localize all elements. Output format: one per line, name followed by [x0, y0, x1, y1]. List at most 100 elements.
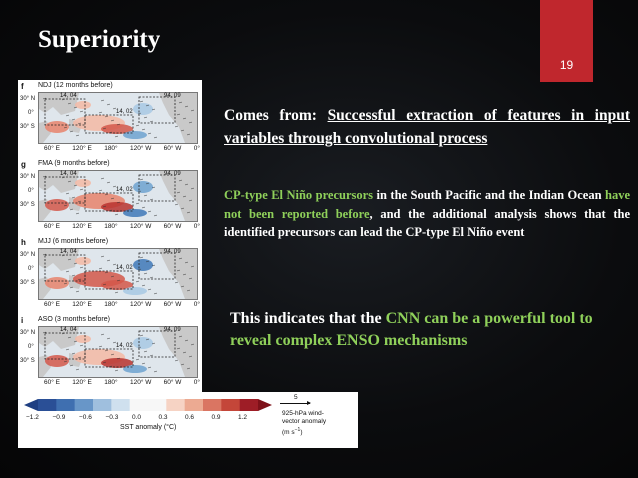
- wind-arrow: [106, 103, 111, 106]
- wind-arrow: [42, 253, 47, 256]
- wind-arrow: [108, 131, 113, 134]
- anomaly-blob: [123, 365, 147, 373]
- wind-arrow: [71, 274, 76, 277]
- wind-arrow: [186, 367, 191, 370]
- longitude-label: 60° W: [163, 223, 182, 230]
- precursor-box: [84, 348, 134, 368]
- wind-arrow: [102, 205, 107, 208]
- wind-arrow: [147, 366, 152, 369]
- wind-arrow: [108, 287, 113, 290]
- box-label: 14, 04: [60, 249, 77, 255]
- wind-arrow: [137, 112, 142, 115]
- wind-arrow: [77, 356, 82, 359]
- wind-arrow: [151, 342, 156, 345]
- conclusion-green: CNN can be a powerful tool to reveal com…: [230, 310, 593, 349]
- longitude-labels: 60° E 120° E 180° 120° W 60° W 0°: [44, 301, 200, 308]
- longitude-label: 60° E: [44, 379, 60, 386]
- longitude-label: 120° E: [72, 301, 92, 308]
- precursor-box: [138, 174, 176, 202]
- wind-arrow: [67, 102, 72, 105]
- land-mass: [159, 249, 197, 299]
- wind-label-line: (m s−1): [282, 426, 326, 437]
- wind-arrow: [176, 191, 181, 194]
- wind-arrow: [137, 190, 142, 193]
- longitude-label: 0°: [193, 379, 200, 386]
- wind-arrow: [65, 348, 70, 351]
- wind-arrow: [182, 351, 187, 354]
- colorbar-segment: [111, 399, 130, 411]
- wind-arrow: [61, 254, 66, 257]
- wind-arrow: [186, 133, 191, 136]
- precursor-green-1: CP-type El Niño precursors: [224, 188, 374, 202]
- wind-arrow: [145, 104, 150, 107]
- wind-arrow: [112, 107, 117, 110]
- longitude-label: 120° E: [72, 379, 92, 386]
- box-label: 14, 04: [60, 93, 77, 99]
- box-label: 94, 09: [164, 249, 181, 255]
- arrow-head-icon: [307, 401, 311, 405]
- anomaly-blob: [133, 181, 153, 193]
- sst-map: [38, 248, 198, 300]
- wind-arrow: [104, 349, 109, 352]
- wind-arrow: [186, 211, 191, 214]
- figure-panel-i: i ASO (3 months before) 30° N 0° 30° S 14, 04…: [18, 316, 202, 394]
- land-mass: [159, 171, 197, 221]
- colorbar-segment: [148, 399, 167, 411]
- wind-arrow: [63, 360, 68, 363]
- wind-arrow: [147, 132, 152, 135]
- wind-arrow: [108, 209, 113, 212]
- longitude-label: 0°: [193, 145, 200, 152]
- land-mass: [39, 93, 79, 115]
- wind-arrow: [42, 331, 47, 334]
- latitude-label: 0°: [28, 344, 34, 350]
- wind-arrow: [42, 97, 47, 100]
- wind-arrow: [112, 263, 117, 266]
- wind-unit-exponent: −1: [294, 427, 301, 433]
- longitude-label: 120° W: [129, 145, 152, 152]
- wind-arrow: [186, 289, 191, 292]
- wind-arrow: [75, 368, 80, 371]
- sst-map: [38, 326, 198, 378]
- latitude-label: 30° S: [20, 124, 35, 130]
- wind-unit: (m s: [282, 429, 295, 437]
- wind-arrow: [151, 108, 156, 111]
- colorbar-segment: [166, 399, 185, 411]
- wind-arrow: [61, 176, 66, 179]
- panel-letter: h: [21, 238, 26, 247]
- wind-arrow: [190, 109, 195, 112]
- anomaly-blob: [123, 131, 147, 139]
- longitude-label: 60° W: [163, 145, 182, 152]
- wind-arrow: [180, 129, 185, 132]
- wind-arrow: [71, 352, 76, 355]
- wind-arrow: [63, 204, 68, 207]
- wind-arrow: [71, 118, 76, 121]
- wind-arrow: [75, 212, 80, 215]
- wind-arrow: [98, 189, 103, 192]
- wind-arrow: [108, 365, 113, 368]
- colorbar-segment: [221, 399, 240, 411]
- box-label: 14, 04: [60, 171, 77, 177]
- wind-arrow: [143, 272, 148, 275]
- wind-arrow: [143, 116, 148, 119]
- wind-arrow: [65, 270, 70, 273]
- wind-arrow: [63, 126, 68, 129]
- wind-arrow: [178, 101, 183, 104]
- wind-unit-close: ): [300, 429, 303, 437]
- wind-arrow: [135, 358, 140, 361]
- figure-panel-h: h MJJ (6 months before) 30° N 0° 30° S 14, 04…: [18, 238, 202, 316]
- panel-label: MJJ (6 months before): [38, 238, 109, 245]
- wind-arrow: [73, 262, 78, 265]
- wind-arrow: [139, 178, 144, 181]
- precursor-box: [44, 254, 86, 282]
- anomaly-blob: [75, 101, 91, 109]
- colorbar-max-arrow: [258, 399, 272, 411]
- longitude-label: 0°: [193, 301, 200, 308]
- wind-arrow: [79, 266, 84, 269]
- wind-arrow: [174, 359, 179, 362]
- wind-arrow: [67, 336, 72, 339]
- wind-arrow: [42, 175, 47, 178]
- latitude-label: 30° N: [20, 96, 36, 102]
- wind-arrow: [147, 288, 152, 291]
- box-label: 14, 02: [116, 109, 133, 115]
- land-mass: [159, 327, 197, 377]
